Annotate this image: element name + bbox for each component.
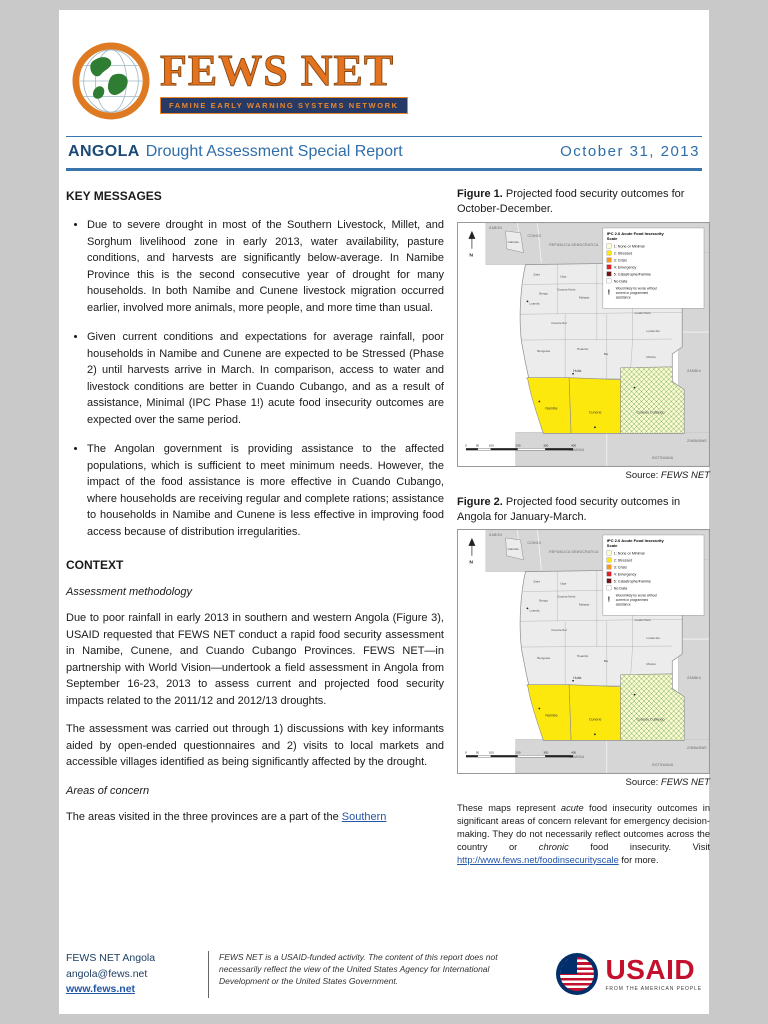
maps-disclaimer-note: These maps represent acute food insecuri… — [457, 802, 710, 866]
figure-1-caption-text: Projected food security outcomes for Oct… — [457, 188, 685, 215]
fews-net-wordmark: FEWS NET — [160, 45, 395, 95]
context-heading: CONTEXT — [66, 558, 124, 572]
methodology-subheading: Assessment methodology — [66, 586, 192, 598]
key-messages-heading: KEY MESSAGES — [66, 189, 162, 203]
figure-2-map — [457, 529, 710, 775]
food-security-map-oct-dec — [458, 223, 709, 466]
source-value: FEWS NET — [660, 469, 710, 481]
fews-net-tagline: FAMINE EARLY WARNING SYSTEMS NETWORK — [160, 96, 408, 114]
report-footer: FEWS NET Angola angola@fews.net www.fews… — [64, 945, 704, 998]
key-message-item: The Angolan government is providing assi… — [87, 441, 444, 540]
figure-1: Figure 1. Projected food security outcom… — [457, 187, 710, 481]
figure-2-caption-text: Projected food security outcomes in Ango… — [457, 495, 681, 523]
figure-2-source: Source: FEWS NET — [457, 777, 710, 788]
left-column: KEY MESSAGES Due to severe drought in mo… — [66, 187, 444, 876]
footer-email: angola@fews.net — [66, 967, 148, 980]
footer-contact-block: FEWS NET Angola angola@fews.net www.fews… — [66, 951, 198, 998]
food-security-map-jan-mar — [458, 530, 709, 773]
source-label: Source: — [625, 469, 661, 481]
note-text: food insecurity. Visit — [568, 841, 710, 852]
context-paragraph: The assessment was carried out through 1… — [66, 723, 444, 768]
usaid-logo: USAID FROM THE AMERICAN PEOPLE — [534, 951, 702, 998]
source-label: Source: — [625, 777, 661, 789]
figure-1-caption: Figure 1. Projected food security outcom… — [457, 187, 710, 217]
report-title-bar: ANGOLA Drought Assessment Special Report … — [66, 136, 702, 171]
figure-1-label: Figure 1. — [457, 188, 503, 200]
figure-2-label: Figure 2. — [457, 495, 503, 508]
note-text: food insecurity outcomes in significant … — [457, 803, 710, 852]
source-value: FEWS NET — [660, 777, 710, 789]
globe-icon — [72, 42, 150, 120]
report-country: ANGOLA — [68, 143, 140, 160]
usaid-flag-icon — [556, 953, 599, 996]
fews-net-logo: FEWS NET FAMINE EARLY WARNING SYSTEMS NE… — [72, 42, 704, 120]
food-insecurity-scale-link[interactable]: http://www.fews.net/foodinsecurityscale — [457, 854, 619, 865]
usaid-tagline: FROM THE AMERICAN PEOPLE — [605, 986, 702, 993]
note-italic-acute: acute — [560, 803, 584, 814]
report-title: Drought Assessment Special Report — [145, 143, 403, 160]
right-column: Figure 1. Projected food security outcom… — [457, 187, 710, 876]
report-date: October 31, 2013 — [560, 143, 700, 160]
areas-paragraph: The areas visited in the three provinces… — [66, 809, 444, 826]
footer-disclaimer: FEWS NET is a USAID-funded activity. The… — [208, 950, 524, 998]
key-message-item: Due to severe drought in most of the Sou… — [87, 217, 444, 316]
note-italic-chronic: chronic — [538, 841, 569, 852]
areas-paragraph-text: The areas visited in the three provinces… — [66, 810, 342, 823]
usaid-wordmark: USAID — [605, 954, 696, 986]
key-message-item: Given current conditions and expectation… — [87, 329, 444, 428]
key-messages-list: Due to severe drought in most of the Sou… — [66, 217, 444, 540]
note-text: These maps represent — [457, 803, 561, 814]
southern-zone-link[interactable]: Southern — [341, 810, 387, 823]
context-paragraph: Due to poor rainfall in early 2013 in so… — [66, 612, 444, 707]
figure-1-map — [457, 221, 710, 467]
figure-2-caption: Figure 2. Projected food security outcom… — [457, 495, 710, 525]
footer-org: FEWS NET Angola — [66, 951, 156, 964]
report-page: FEWS NET FAMINE EARLY WARNING SYSTEMS NE… — [59, 10, 710, 1014]
figure-2: Figure 2. Projected food security outcom… — [457, 495, 710, 788]
footer-website-link[interactable]: www.fews.net — [66, 983, 136, 996]
areas-subheading: Areas of concern — [66, 784, 150, 797]
figure-1-source: Source: FEWS NET — [457, 470, 710, 481]
note-text: for more. — [618, 854, 659, 865]
